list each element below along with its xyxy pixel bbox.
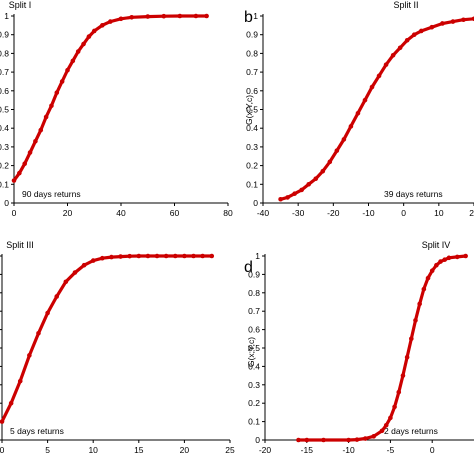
data-series bbox=[0, 253, 215, 424]
x-tick-label: -10 bbox=[362, 208, 375, 218]
y-tick-label: 0.3 bbox=[246, 142, 258, 152]
x-tick-label: 15 bbox=[134, 445, 144, 455]
y-tick-label: 0.5 bbox=[248, 343, 260, 353]
y-tick-label: 0.4 bbox=[248, 361, 260, 371]
y-tick-label: 0.4 bbox=[246, 123, 258, 133]
y-tick-label: 0.1 bbox=[246, 179, 258, 189]
x-tick-label: 5 bbox=[45, 445, 50, 455]
panel-title: Split I bbox=[9, 0, 32, 10]
data-series bbox=[296, 253, 468, 443]
y-tick-label: 0 bbox=[253, 198, 258, 208]
panel-letter: b bbox=[244, 9, 253, 26]
x-tick-label: -5 bbox=[387, 445, 395, 455]
y-axis-label: G(x;Y,c) bbox=[246, 337, 256, 367]
y-tick-label: 0.5 bbox=[246, 105, 258, 115]
data-series bbox=[278, 16, 474, 202]
x-tick-label: -20 bbox=[327, 208, 340, 218]
y-tick-label: 0.7 bbox=[0, 67, 9, 77]
x-tick-label: 0 bbox=[12, 208, 17, 218]
y-tick-label: 0.9 bbox=[248, 269, 260, 279]
x-tick-label: 20 bbox=[469, 208, 474, 218]
x-tick-label: 60 bbox=[170, 208, 180, 218]
x-axis-label: 90 days returns bbox=[22, 189, 81, 199]
y-tick-label: 0 bbox=[255, 435, 260, 445]
x-tick-label: -10 bbox=[342, 445, 355, 455]
chart-panel-4: 0 0.1 0.2 0.3 0.4 0.5 0.6 0.7 0.8 0.9 1 -20 -15 -10 -5… bbox=[244, 240, 474, 455]
panel-letter: d bbox=[244, 259, 253, 276]
x-tick-label: 40 bbox=[116, 208, 126, 218]
y-tick-label: 0.8 bbox=[248, 288, 260, 298]
y-tick-label: 1 bbox=[4, 11, 9, 21]
x-tick-label: 0 bbox=[430, 445, 435, 455]
x-tick-label: 10 bbox=[434, 208, 444, 218]
x-tick-label: 25 bbox=[225, 445, 235, 455]
x-tick-label: 0 bbox=[0, 445, 5, 455]
y-tick-label: 0.5 bbox=[0, 105, 9, 115]
y-tick-label: 0.1 bbox=[248, 417, 260, 427]
x-axis-label: 39 days returns bbox=[384, 189, 443, 199]
x-tick-label: -15 bbox=[301, 445, 314, 455]
y-tick-label: 0.7 bbox=[246, 67, 258, 77]
panel-title: Split III bbox=[6, 240, 34, 250]
data-trace bbox=[296, 254, 468, 442]
data-series bbox=[11, 13, 209, 183]
panel-title: Split II bbox=[393, 0, 418, 10]
x-axis-label: 5 days returns bbox=[10, 426, 64, 436]
y-tick-label: 0.8 bbox=[0, 48, 9, 58]
y-tick-label: 0.9 bbox=[246, 30, 258, 40]
y-tick-label: 0.7 bbox=[248, 306, 260, 316]
x-tick-label: -20 bbox=[259, 445, 272, 455]
y-tick-label: 0.1 bbox=[0, 179, 9, 189]
x-axis-label: 2 days returns bbox=[384, 426, 438, 436]
y-tick-label: 0.2 bbox=[248, 398, 260, 408]
panel-title: Split IV bbox=[422, 240, 451, 250]
data-trace bbox=[12, 14, 209, 183]
x-tick-label: 20 bbox=[180, 445, 190, 455]
x-tick-label: 0 bbox=[401, 208, 406, 218]
chart-panel-1: 0 0.1 0.2 0.3 0.4 0.5 0.6 0.7 0.8 0.9 1 0 20 40 60 80 Sp… bbox=[0, 0, 233, 218]
x-tick-label: 20 bbox=[63, 208, 73, 218]
y-axis-label: G(x;Y,c) bbox=[244, 95, 254, 125]
y-tick-label: 0.2 bbox=[246, 161, 258, 171]
y-tick-label: 0.8 bbox=[246, 48, 258, 58]
y-tick-label: 0.3 bbox=[0, 142, 9, 152]
y-tick-label: 1 bbox=[253, 11, 258, 21]
x-tick-label: -30 bbox=[292, 208, 305, 218]
x-tick-label: 80 bbox=[223, 208, 233, 218]
y-tick-label: 1 bbox=[255, 251, 260, 261]
y-tick-label: 0 bbox=[4, 198, 9, 208]
chart-panel-2: 0 0.1 0.2 0.3 0.4 0.5 0.6 0.7 0.8 0.9 1 -40 -30 -20 -1… bbox=[244, 0, 474, 218]
y-tick-label: 0.6 bbox=[248, 325, 260, 335]
x-tick-label: 10 bbox=[88, 445, 98, 455]
y-tick-label: 0.6 bbox=[246, 86, 258, 96]
y-tick-label: 0.2 bbox=[0, 161, 9, 171]
data-trace bbox=[0, 254, 214, 424]
y-tick-label: 0.4 bbox=[0, 123, 9, 133]
data-trace bbox=[279, 17, 474, 201]
y-tick-label: 0.3 bbox=[248, 380, 260, 390]
y-tick-label: 0.6 bbox=[0, 86, 9, 96]
y-tick-label: 0.9 bbox=[0, 30, 9, 40]
chart-panel-3: 00.10.20.30.40.50.60.70.80.910510152025S… bbox=[0, 240, 235, 455]
x-tick-label: -40 bbox=[257, 208, 270, 218]
